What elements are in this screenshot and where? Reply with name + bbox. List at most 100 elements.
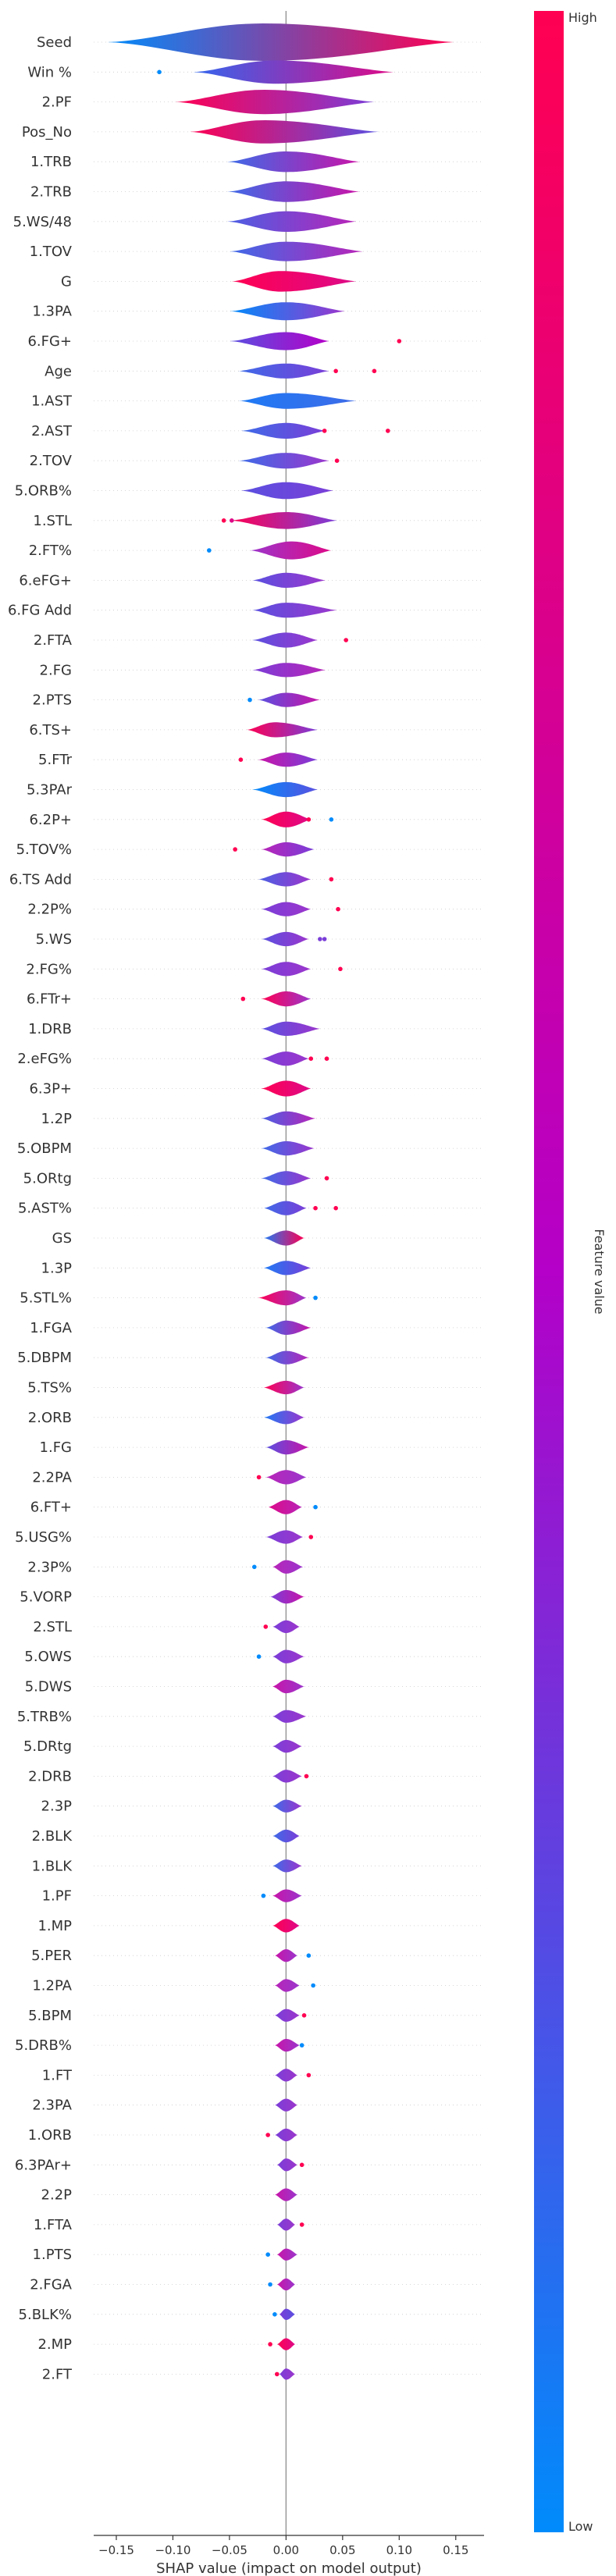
violin-6.TS Add <box>258 872 312 887</box>
outlier-point <box>157 69 162 75</box>
violin-6.FG+ <box>229 332 329 350</box>
outlier-point <box>324 1176 329 1181</box>
feature-label: 6.2P+ <box>29 812 72 828</box>
violin-2.2PA <box>265 1470 307 1485</box>
violin-1.FGA <box>265 1320 312 1335</box>
feature-label: 2.ORB <box>28 1410 72 1426</box>
violin-1.PTS <box>276 2248 297 2261</box>
violin-5.DBPM <box>265 1350 309 1364</box>
feature-label: 5.DRB% <box>15 2037 72 2054</box>
x-tick-label: 0.10 <box>386 2543 412 2557</box>
outlier-point <box>329 817 334 822</box>
violin-5.OWS <box>272 1649 304 1663</box>
outlier-points <box>157 69 402 2377</box>
violin-2.FGA <box>276 2278 295 2291</box>
violin-5.DRtg <box>272 1739 302 1753</box>
violin-Pos_No <box>190 120 379 144</box>
outlier-point <box>240 996 246 1002</box>
feature-label: 1.FTA <box>34 2217 73 2233</box>
outlier-point <box>397 339 402 343</box>
colorbar-low-label: Low <box>568 2519 593 2534</box>
colorbar-title: Feature value <box>592 1229 607 1314</box>
feature-label: 5.DWS <box>25 1679 72 1695</box>
violin-5.TRB% <box>272 1710 307 1723</box>
violin-6.eFG+ <box>251 572 326 588</box>
outlier-point <box>313 1205 318 1211</box>
violin-1.ORB <box>274 2128 297 2142</box>
violin-6.FG Add <box>251 603 337 618</box>
feature-label: 2.FG <box>40 662 72 678</box>
violin-2.2P% <box>261 902 312 916</box>
feature-label: 6.TS+ <box>29 722 72 738</box>
feature-label: 2.FGA <box>30 2277 72 2293</box>
outlier-point <box>318 937 322 941</box>
feature-label: 1.DRB <box>28 1021 72 1037</box>
feature-label: 2.FG% <box>26 961 72 977</box>
feature-label: 5.WS <box>36 931 72 948</box>
outlier-point <box>265 2133 270 2137</box>
feature-label: 5.DRtg <box>23 1738 72 1755</box>
colorbar: High Low Feature value <box>534 10 607 2534</box>
outlier-point <box>265 2252 270 2257</box>
violin-5.WS <box>261 931 309 947</box>
violin-2.DRB <box>272 1770 302 1783</box>
feature-label: 5.ORtg <box>23 1170 72 1187</box>
feature-label: 5.TRB% <box>17 1709 72 1725</box>
feature-label: 5.STL% <box>20 1290 72 1307</box>
feature-label: 2.PTS <box>33 692 72 709</box>
outlier-point <box>329 877 334 882</box>
violin-1.TOV <box>229 241 363 262</box>
outlier-point <box>333 368 338 374</box>
feature-label: 2.FT% <box>29 543 72 559</box>
violin-5.OBPM <box>261 1141 315 1156</box>
violin-1.DRB <box>261 1021 320 1036</box>
outlier-point <box>338 966 343 972</box>
feature-label: 2.3PA <box>32 2097 72 2114</box>
outlier-point <box>386 429 390 433</box>
outlier-point <box>268 2282 272 2287</box>
feature-label: 2.TRB <box>30 184 72 201</box>
x-tick-label: −0.05 <box>212 2543 247 2557</box>
feature-label: 1.ORB <box>28 2127 72 2144</box>
outlier-point <box>304 1774 309 1779</box>
feature-label: 5.3PAr <box>27 782 73 799</box>
violin-5.BLK% <box>279 2308 295 2320</box>
outlier-point <box>334 458 340 463</box>
feature-label: 6.FG+ <box>27 333 72 350</box>
feature-label: 6.FTr+ <box>27 991 72 1008</box>
violin-1.TRB <box>227 151 360 173</box>
feature-label: 6.3P+ <box>29 1081 72 1098</box>
violin-6.3P+ <box>261 1080 312 1097</box>
violin-2.AST <box>240 422 326 439</box>
x-tick-label: −0.10 <box>155 2543 190 2557</box>
violin-1.BLK <box>272 1859 302 1873</box>
violin-2.FG <box>251 663 326 678</box>
violin-5.TOV% <box>261 842 315 857</box>
outlier-point <box>268 2342 272 2347</box>
feature-label: 5.USG% <box>15 1529 72 1546</box>
violin-2.2P <box>274 2188 297 2201</box>
outlier-point <box>221 518 226 523</box>
violin-6.FTr+ <box>261 991 312 1007</box>
feature-label: 2.STL <box>33 1619 72 1635</box>
feature-label: 2.eFG% <box>17 1051 72 1067</box>
violin-1.2PA <box>274 1979 300 1992</box>
outlier-point <box>233 847 237 852</box>
feature-label: 5.TS% <box>27 1380 72 1397</box>
violin-5.DWS <box>272 1679 304 1694</box>
outlier-point <box>274 2371 280 2377</box>
violin-5.3PAr <box>251 781 318 798</box>
violin-5.STL% <box>258 1290 307 1306</box>
x-tick-label: 0.00 <box>273 2543 299 2557</box>
feature-label: 1.TOV <box>30 244 73 260</box>
violin-1.PF <box>272 1889 302 1902</box>
feature-labels: Seed Win % 2.PF Pos_No 1.TRB 2.TRB 5.WS/48 1.TO… <box>8 34 73 2382</box>
feature-label: 2.DRB <box>28 1768 72 1784</box>
violin-1.2P <box>261 1111 316 1126</box>
colorbar-gradient <box>534 11 564 2532</box>
outlier-point <box>238 757 244 762</box>
feature-label: 1.TRB <box>30 154 72 170</box>
outlier-point <box>299 2043 304 2048</box>
feature-label: Win % <box>27 64 72 80</box>
